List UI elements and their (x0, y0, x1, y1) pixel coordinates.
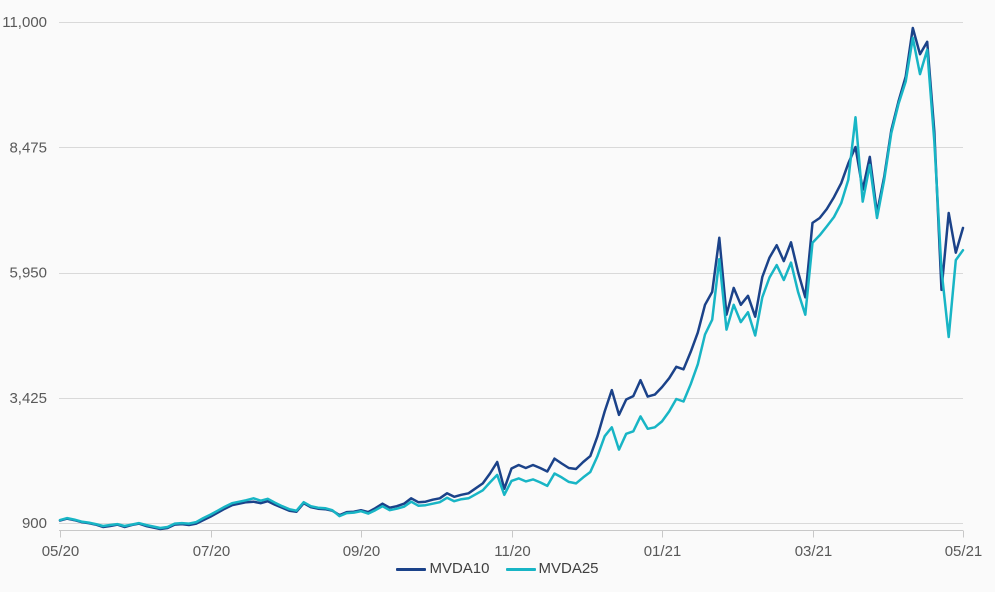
x-axis-label-05/20: 05/20 (42, 543, 80, 560)
series-line-mvda25 (58, 36, 965, 530)
legend-label-mvda25: MVDA25 (538, 560, 599, 577)
x-axis-label-07/20: 07/20 (193, 543, 231, 560)
x-axis-label-03/21: 03/21 (795, 543, 833, 560)
series-line-mvda10 (58, 26, 965, 531)
legend-swatch-mvda10 (396, 567, 427, 571)
x-axis-label-11/20: 11/20 (494, 543, 530, 560)
legend-item-mvda10: MVDA10 (396, 560, 490, 578)
y-axis-label-8,475: 8,475 (9, 139, 47, 156)
y-axis-label-3,425: 3,425 (9, 390, 47, 407)
x-axis-label-01/21: 01/21 (644, 543, 682, 560)
legend-item-mvda25: MVDA25 (505, 560, 599, 578)
y-axis-label-5,950: 5,950 (9, 265, 47, 282)
y-axis-label-11,000: 11,000 (2, 14, 47, 31)
y-axis-label-900: 900 (22, 515, 47, 532)
chart-legend: MVDA10 MVDA25 (0, 559, 995, 579)
legend-swatch-mvda25 (505, 567, 536, 571)
legend-label-mvda10: MVDA10 (429, 560, 490, 577)
x-axis-label-09/20: 09/20 (343, 543, 381, 560)
x-axis-label-05/21: 05/21 (945, 543, 983, 560)
